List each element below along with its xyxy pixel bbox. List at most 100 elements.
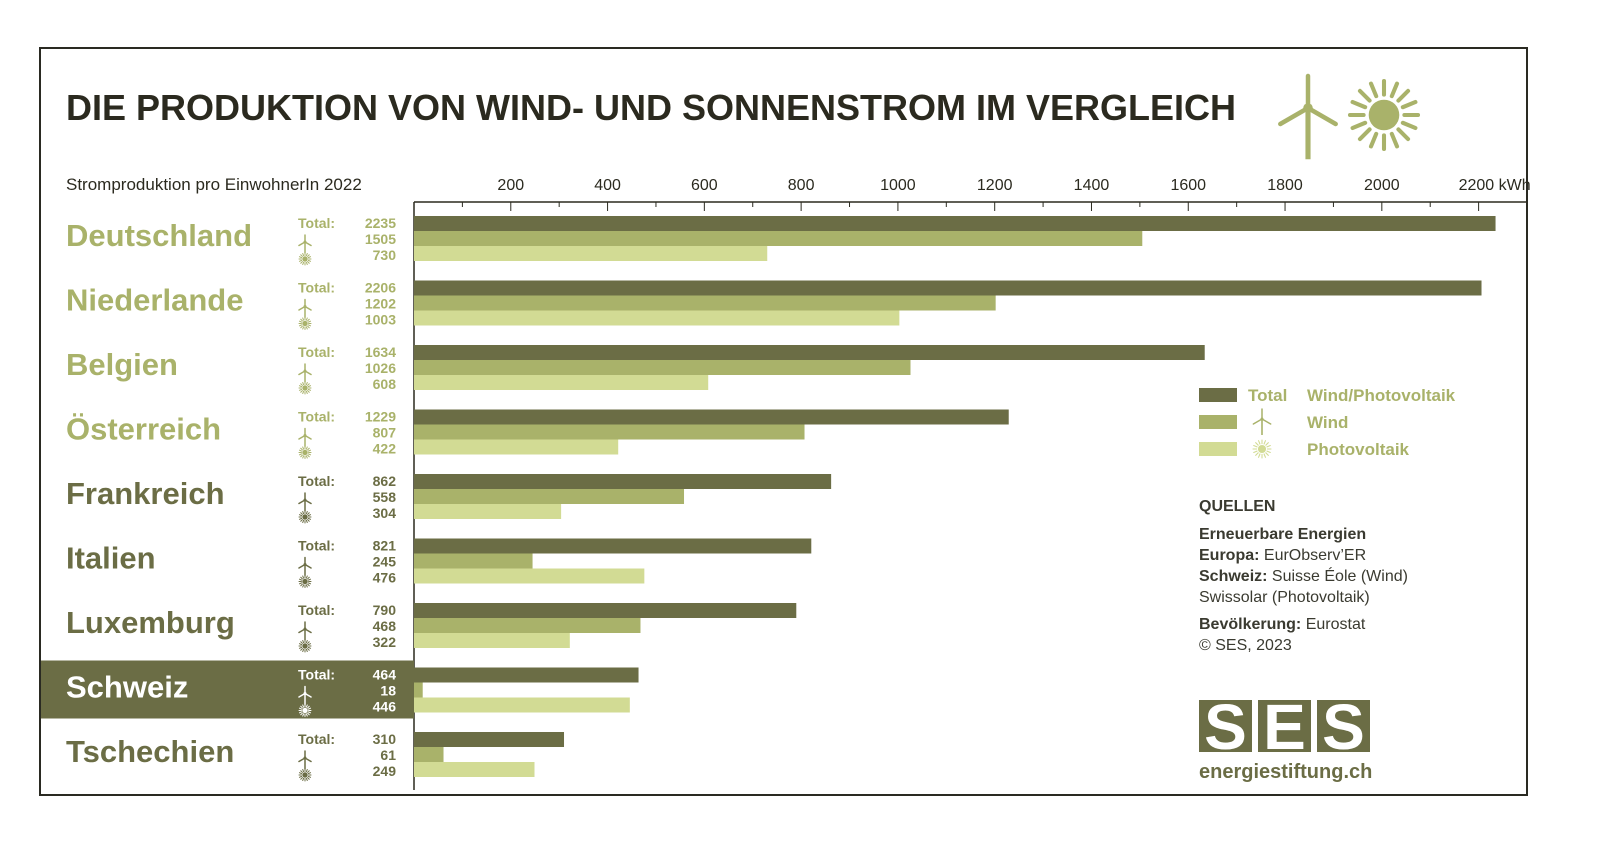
- sources-heading: QUELLEN: [1199, 498, 1275, 515]
- value-label-total: 862: [373, 473, 397, 489]
- total-prefix-label: Total:: [298, 667, 335, 683]
- legend-swatch: [1199, 388, 1237, 402]
- value-label-photovoltaik: 304: [373, 505, 397, 521]
- header-icons: [1278, 73, 1421, 160]
- wind-turbine-icon: [298, 492, 312, 512]
- x-tick-label: 2000: [1364, 177, 1400, 194]
- logo-block: [1199, 700, 1252, 752]
- logo-letter: S: [1322, 691, 1365, 763]
- bar-photovoltaik: [414, 697, 630, 713]
- bar-total: [414, 603, 797, 618]
- value-label-total: 464: [373, 667, 397, 683]
- source-line: Schweiz: Suisse Éole (Wind): [1199, 566, 1408, 585]
- legend-swatch: [1199, 415, 1237, 429]
- value-label-wind: 1505: [365, 231, 396, 247]
- wind-turbine-icon: [298, 298, 312, 318]
- bar-wind: [414, 682, 423, 698]
- total-prefix-label: Total:: [298, 280, 335, 296]
- sources: QUELLEN Erneuerbare Energien Europa: EurO…: [1199, 498, 1408, 654]
- sun-icon: [298, 575, 312, 588]
- value-label-wind: 18: [380, 683, 396, 699]
- wind-turbine-icon: [1278, 73, 1338, 160]
- bar-total: [414, 345, 1205, 360]
- bar-wind: [414, 295, 996, 311]
- value-label-photovoltaik: 249: [373, 763, 397, 779]
- logo-letter: E: [1263, 691, 1306, 763]
- sun-icon: [298, 510, 312, 524]
- total-prefix-label: Total:: [298, 731, 335, 747]
- value-label-photovoltaik: 446: [373, 699, 397, 715]
- country-label: Deutschland: [66, 218, 252, 253]
- sun-icon: [298, 768, 312, 782]
- legend-desc: Photovoltaik: [1307, 440, 1410, 459]
- sun-icon: [298, 704, 312, 717]
- sun-icon: [1347, 78, 1421, 152]
- wind-turbine-icon: [298, 234, 312, 254]
- bar-photovoltaik: [414, 633, 570, 648]
- x-tick-label: 400: [594, 177, 621, 194]
- source-line: Erneuerbare Energien: [1199, 526, 1366, 543]
- value-label-total: 2206: [365, 280, 396, 296]
- value-label-photovoltaik: 422: [373, 441, 397, 457]
- wind-turbine-icon: [1252, 408, 1272, 435]
- legend-item: Total Wind/Photovoltaik: [1199, 386, 1456, 405]
- wind-turbine-icon: [298, 750, 312, 770]
- x-tick-label: 600: [691, 177, 718, 194]
- value-label-total: 821: [373, 538, 397, 554]
- source-line: © SES, 2023: [1199, 637, 1292, 654]
- legend-label: Total: [1248, 386, 1287, 405]
- chart-subtitle: Stromproduktion pro EinwohnerIn 2022: [66, 175, 362, 194]
- bar-wind: [414, 553, 533, 569]
- value-label-total: 790: [373, 602, 397, 618]
- value-label-wind: 1026: [365, 360, 396, 376]
- x-tick-label: 1200: [977, 177, 1013, 194]
- bar-photovoltaik: [414, 568, 645, 584]
- value-label-wind: 1202: [365, 296, 396, 312]
- sun-icon: [298, 639, 312, 653]
- bar-photovoltaik: [414, 310, 900, 326]
- legend-item: Wind: [1199, 408, 1348, 435]
- bar-wind: [414, 747, 444, 762]
- value-label-photovoltaik: 476: [373, 570, 397, 586]
- sun-icon: [298, 381, 312, 395]
- logo-block: [1317, 700, 1370, 752]
- bar-total: [414, 667, 639, 683]
- bar-total: [414, 732, 565, 747]
- source-line: Europa: EurObserv’ER: [1199, 547, 1366, 564]
- value-label-wind: 245: [373, 554, 397, 570]
- bar-wind: [414, 424, 805, 440]
- country-label: Österreich: [66, 412, 221, 447]
- country-label: Niederlande: [66, 283, 243, 318]
- legend-item: Photovoltaik: [1199, 439, 1410, 459]
- x-tick-label: 200: [497, 177, 524, 194]
- value-label-wind: 61: [380, 747, 396, 763]
- bar-wind: [414, 618, 641, 633]
- highlight-band: [41, 660, 414, 719]
- bar-photovoltaik: [414, 762, 535, 777]
- total-prefix-label: Total:: [298, 602, 335, 618]
- logo-site: energiestiftung.ch: [1199, 761, 1372, 783]
- x-tick-label: 800: [788, 177, 815, 194]
- country-label: Frankreich: [66, 476, 225, 511]
- bar-total: [414, 280, 1482, 296]
- sun-icon: [298, 317, 312, 330]
- source-line: Swissolar (Photovoltaik): [1199, 589, 1370, 606]
- source-line: Bevölkerung: Eurostat: [1199, 616, 1366, 633]
- legend-desc: Wind/Photovoltaik: [1307, 386, 1456, 405]
- x-tick-label: 1800: [1267, 177, 1303, 194]
- value-label-photovoltaik: 608: [373, 376, 397, 392]
- country-label: Tschechien: [66, 734, 234, 769]
- country-label: Belgien: [66, 347, 178, 382]
- wind-turbine-icon: [298, 556, 312, 576]
- sun-icon: [1252, 439, 1272, 459]
- value-label-total: 310: [373, 731, 397, 747]
